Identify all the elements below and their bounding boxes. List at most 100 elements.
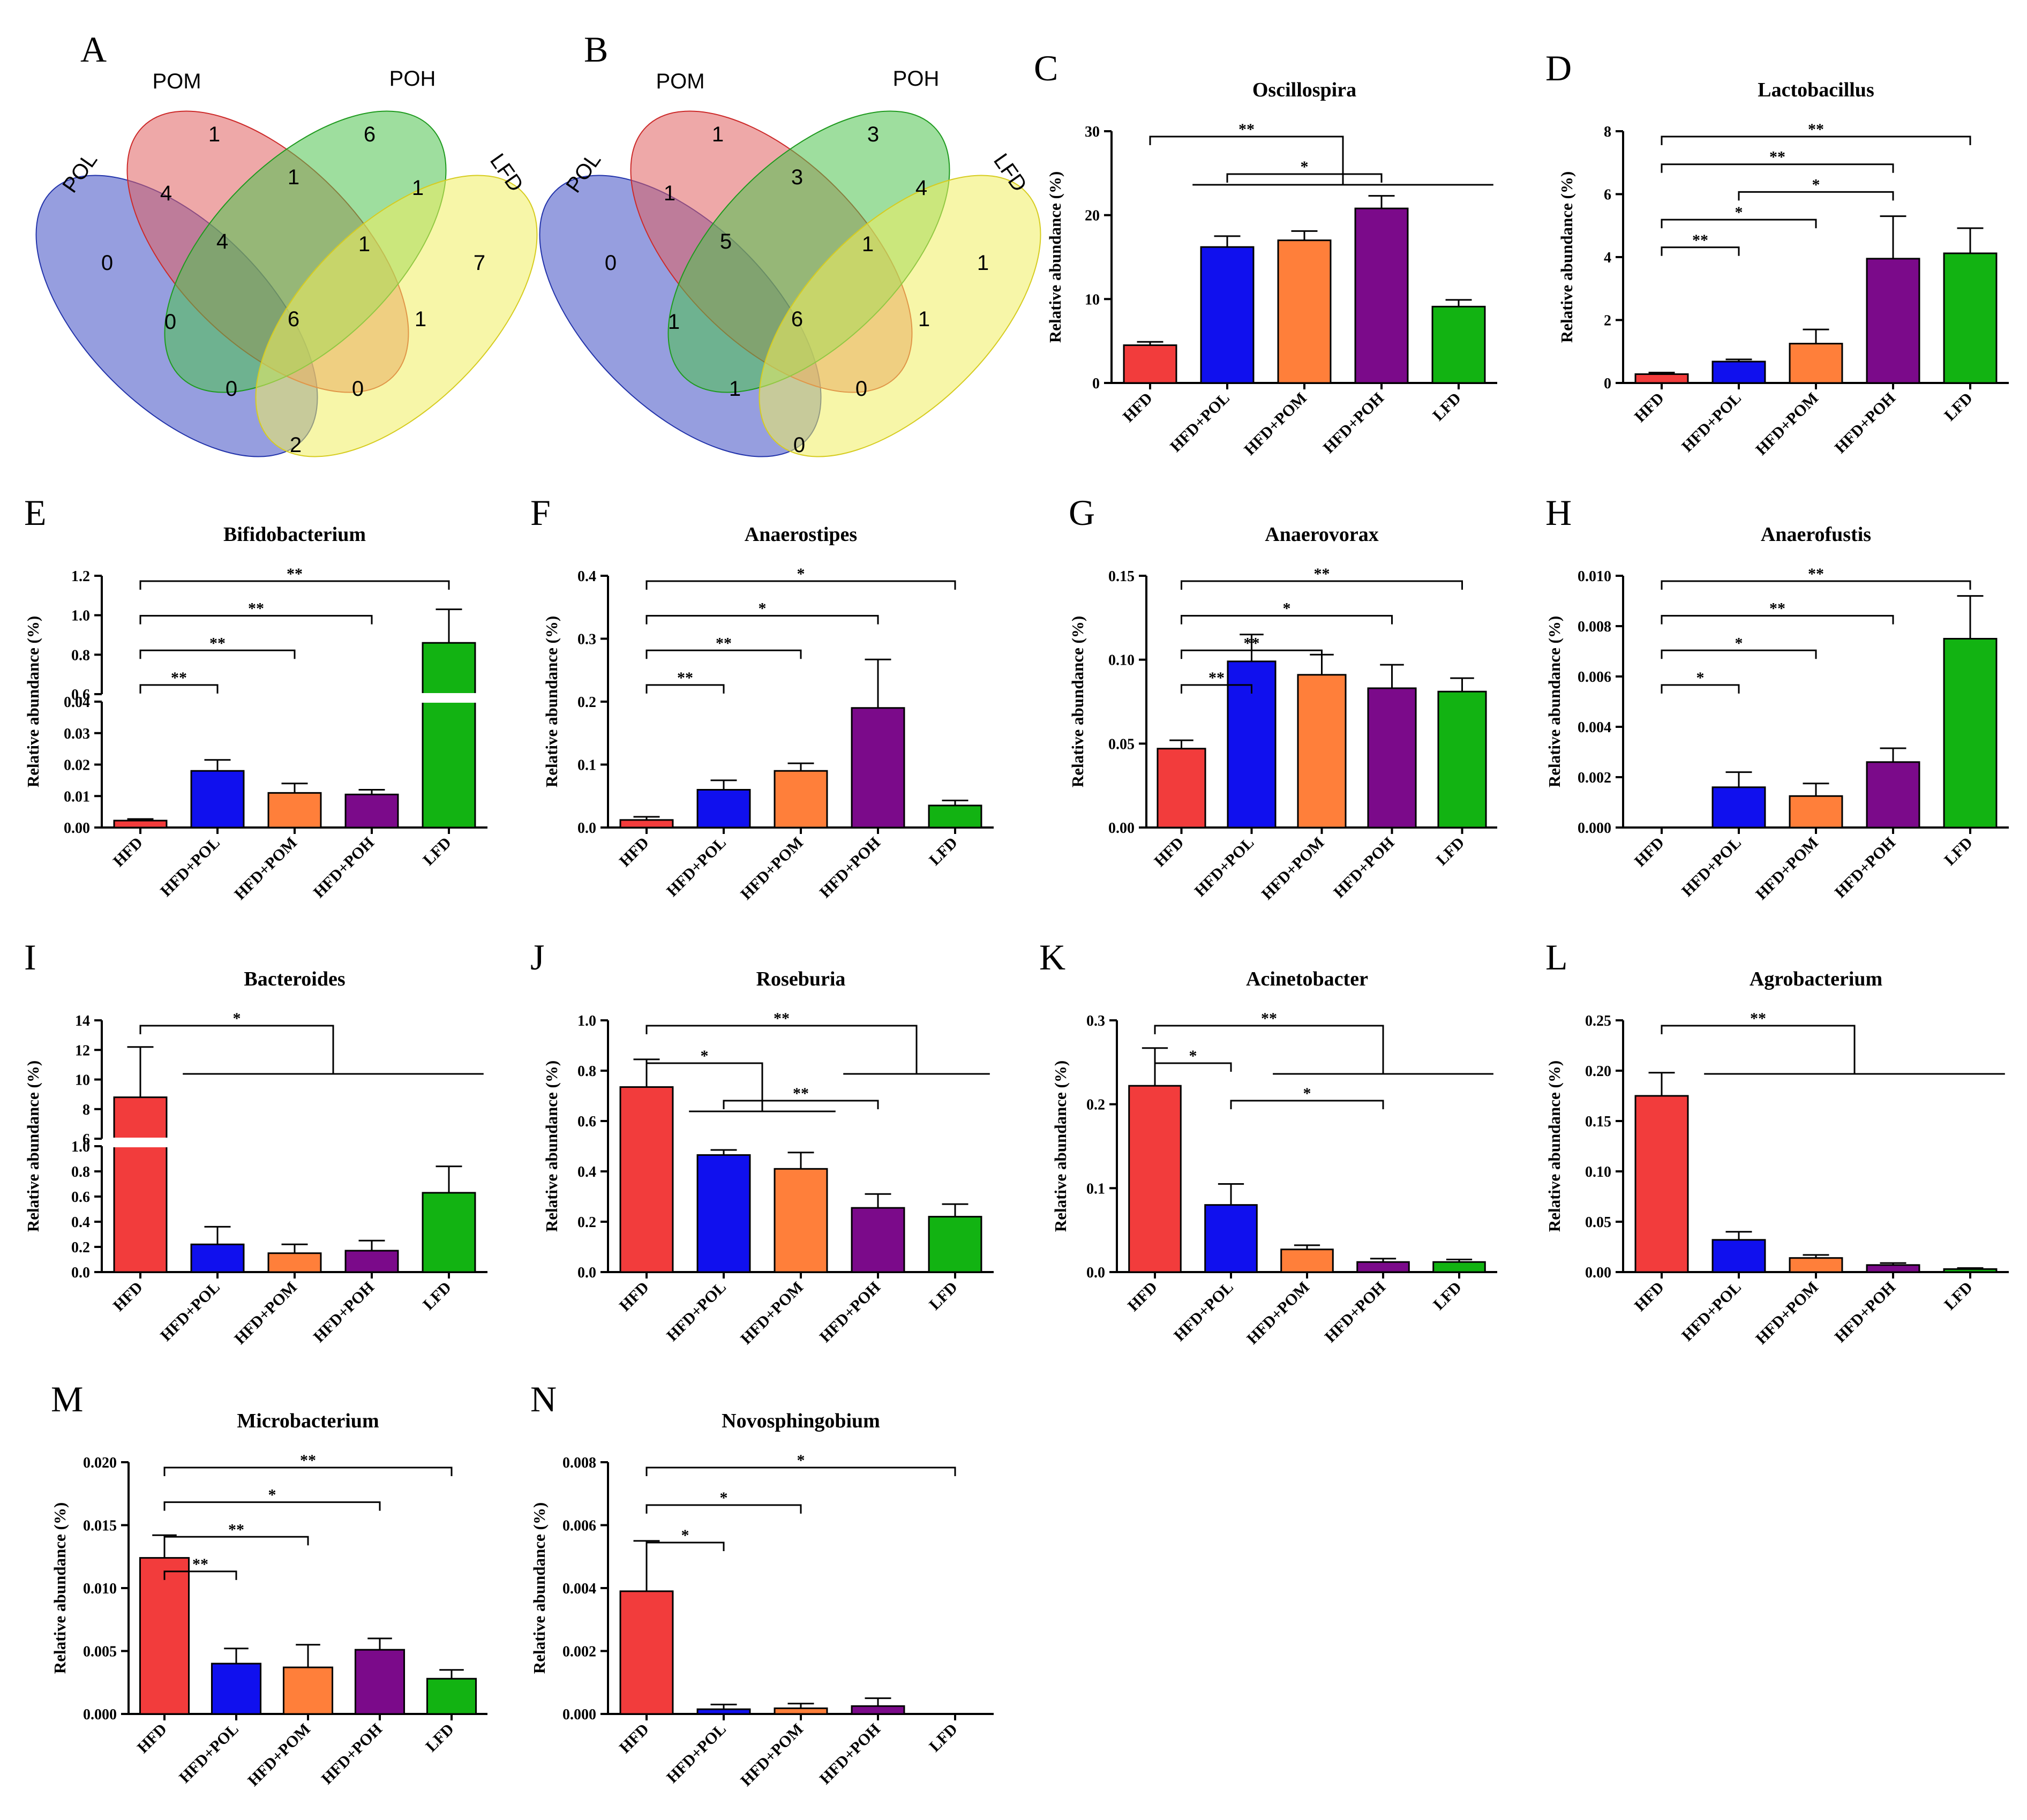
chart-title: Microbacterium	[237, 1410, 379, 1432]
x-tick-label: HFD	[616, 834, 652, 870]
significance-bracket: **	[645, 669, 725, 694]
y-tick-label: 0.008	[1578, 619, 1611, 635]
significance-label: **	[677, 669, 693, 687]
significance-label: **	[1238, 121, 1255, 138]
x-tick-label: HFD+POH	[816, 1720, 884, 1788]
significance-label: *	[720, 1489, 728, 1507]
significance-bracket: **	[1181, 634, 1323, 659]
y-tick-label: 0.8	[71, 1164, 90, 1180]
x-tick-label: HFD+POH	[318, 1720, 386, 1788]
bracket-line	[1226, 173, 1383, 183]
significance-bracket: **	[1181, 565, 1463, 590]
x-tick-label: LFD	[926, 1278, 961, 1314]
bar-LFD	[928, 1216, 982, 1273]
y-tick-label: 0.0	[577, 1265, 596, 1281]
y-tick-label: 0.2	[1086, 1097, 1105, 1114]
bracket-line	[1661, 649, 1817, 659]
bracket-line	[163, 1570, 237, 1580]
bracket-line	[1661, 684, 1740, 694]
bracket-line	[1661, 219, 1817, 229]
bar-HFD+POL	[1711, 360, 1766, 384]
significance-bracket: *	[645, 600, 879, 625]
x-tick-label: HFD+POH	[310, 1278, 378, 1346]
significance-label: *	[1696, 669, 1705, 687]
bar-HFD+POH	[1866, 761, 1920, 829]
bracket-line	[139, 684, 219, 694]
y-tick-label: 0.04	[64, 694, 90, 711]
panel-label-H: H	[1545, 492, 1572, 533]
chart-K: K Acinetobacter Relative abundance (%) 0.0 0…	[1039, 937, 1497, 1348]
venn-set-LFD	[759, 175, 1041, 457]
x-tick-label: HFD+POM	[737, 1278, 807, 1348]
y-tick-label: 0.6	[577, 1114, 596, 1130]
significance-label: *	[759, 600, 767, 618]
bracket-line	[645, 1541, 725, 1551]
bar-HFD+POH	[851, 1207, 905, 1273]
bar-LFD	[422, 642, 476, 829]
y-tick-label: 8	[1604, 124, 1611, 140]
bracket-line	[645, 1466, 956, 1476]
venn-count-all: 6	[288, 307, 299, 331]
significance-label: **	[716, 634, 732, 652]
bar-HFD+POM	[1789, 1257, 1843, 1273]
y-tick-label: 20	[1085, 208, 1100, 224]
significance-bracket: **	[163, 1555, 237, 1580]
y-tick-label: 0.15	[1585, 1114, 1611, 1130]
y-tick-label: 0.000	[562, 1706, 596, 1723]
y-axis-label: Relative abundance (%)	[1068, 616, 1087, 787]
venn-count-POH_only: 6	[364, 123, 376, 146]
venn-count-POH_LFD: 1	[412, 176, 424, 200]
y-tick-label: 0.0	[1086, 1265, 1105, 1281]
bar-HFD	[113, 819, 168, 829]
bar-HFD+POL	[696, 1708, 751, 1715]
x-tick-label: LFD	[926, 1720, 961, 1756]
y-axis-label: Relative abundance (%)	[1545, 616, 1564, 787]
chart-title: Bifidobacterium	[223, 523, 366, 546]
significance-label: *	[681, 1526, 689, 1544]
significance-label: **	[192, 1555, 208, 1573]
bar-LFD	[1943, 252, 1998, 384]
venn-count-POL_POM_POH: 4	[216, 230, 228, 253]
significance-label: **	[1769, 600, 1785, 618]
bracket-line	[1154, 1025, 1384, 1074]
bar-HFD+POL	[1200, 246, 1255, 384]
y-tick-label: 14	[75, 1013, 90, 1029]
x-tick-label: HFD	[1631, 389, 1668, 426]
y-tick-label: 0.008	[562, 1455, 596, 1471]
significance-bracket: *	[1661, 204, 1817, 229]
y-tick-label: 0.01	[64, 788, 90, 805]
chart-J: J Roseburia Relative abundance (%) 0.0 0.2 0.…	[530, 937, 994, 1348]
bar-LFD	[1943, 1268, 1998, 1273]
bracket-line	[645, 649, 802, 659]
venn-set-LFD	[255, 175, 538, 457]
bar-HFD+POH	[344, 1250, 399, 1273]
panel-label-D: D	[1545, 48, 1572, 88]
y-tick-label: 0.10	[1108, 652, 1135, 669]
x-tick-label: HFD+POM	[231, 1278, 301, 1348]
significance-label: **	[793, 1085, 809, 1102]
bar-LFD	[1943, 638, 1998, 829]
x-tick-label: HFD+POH	[1320, 389, 1387, 457]
significance-bracket: *	[645, 1526, 725, 1551]
x-tick-label: LFD	[422, 1720, 457, 1756]
chart-title: Anaerovorax	[1265, 523, 1379, 546]
bracket-line	[163, 1536, 309, 1546]
x-tick-label: HFD	[1120, 389, 1156, 426]
chart-title: Anaerofustis	[1761, 523, 1871, 546]
panel-label-A: A	[80, 29, 107, 70]
x-tick-label: HFD	[1631, 1278, 1668, 1315]
y-tick-label: 0.00	[64, 820, 90, 837]
venn-count-POL_LFD: 2	[290, 433, 302, 457]
significance-bracket: *	[1738, 176, 1894, 201]
y-tick-label: 0.05	[1585, 1214, 1611, 1231]
significance-label: *	[1283, 600, 1291, 618]
significance-bracket: **	[645, 1010, 990, 1075]
significance-bracket: **	[645, 634, 802, 659]
bar-HFD+POH	[851, 707, 905, 829]
y-tick-label: 0.8	[577, 1063, 596, 1080]
significance-label: *	[1303, 1085, 1311, 1102]
chart-title: Anaerostipes	[745, 523, 857, 546]
y-tick-label: 0.20	[1585, 1063, 1611, 1080]
